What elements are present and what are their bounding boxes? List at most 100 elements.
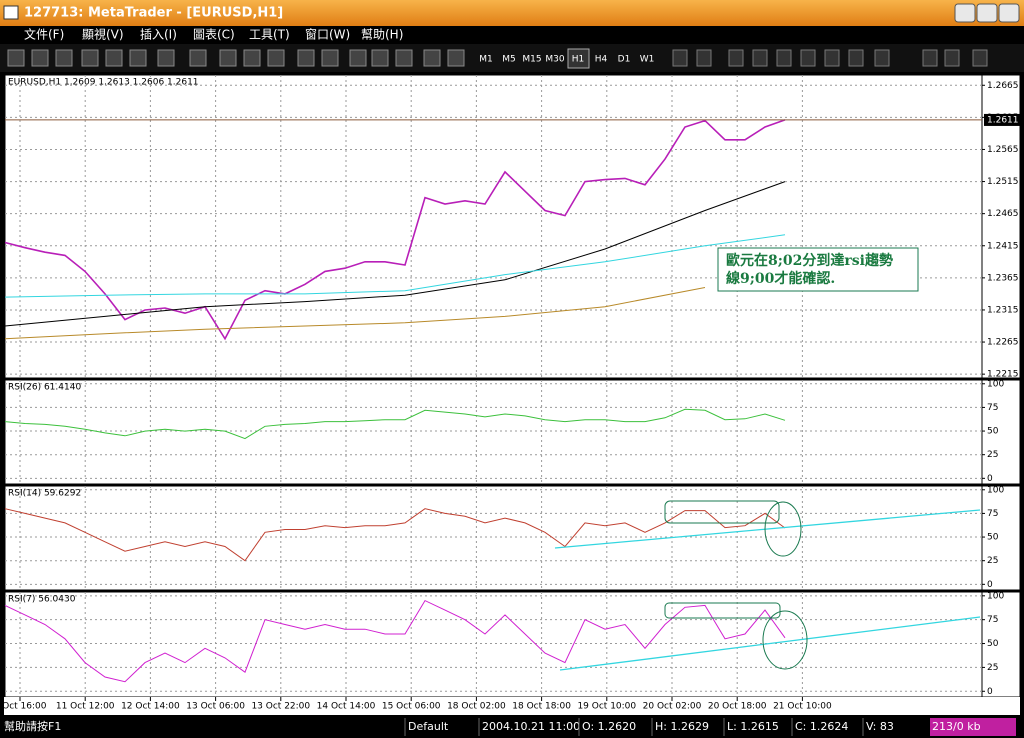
- y-tick-label: 25: [987, 663, 998, 673]
- toolbar-button[interactable]: [752, 49, 768, 67]
- timeframe-active: [567, 48, 590, 69]
- close-button[interactable]: [998, 3, 1020, 23]
- y-tick-label: 0: [987, 580, 993, 590]
- toolbar-button[interactable]: [7, 49, 25, 67]
- toolbar-button[interactable]: [129, 49, 147, 67]
- price-axis: [981, 485, 1021, 591]
- toolbar-button[interactable]: [944, 49, 960, 67]
- y-tick-label: 50: [987, 533, 999, 543]
- y-tick-label: 100: [987, 591, 1004, 601]
- toolbar-button[interactable]: [874, 49, 890, 67]
- x-tick-label: 18 Oct 18:00: [512, 702, 571, 712]
- y-tick-label: 1.2315: [987, 305, 1019, 315]
- y-tick-label: 0: [987, 474, 993, 484]
- x-tick-label: 13 Oct 06:00: [186, 702, 245, 712]
- pane-title: RSI(26) 61.4140: [8, 383, 81, 393]
- toolbar-button[interactable]: [423, 49, 441, 67]
- menu-item[interactable]: 插入(I): [140, 28, 177, 42]
- menu-item[interactable]: 圖表(C): [193, 28, 235, 42]
- y-tick-label: 25: [987, 556, 998, 566]
- x-tick-label: 14 Oct 14:00: [317, 702, 376, 712]
- chart-pane: [4, 74, 983, 379]
- menu-item[interactable]: 顯視(V): [82, 27, 124, 42]
- y-tick-label: 75: [987, 403, 998, 413]
- toolbar-button[interactable]: [922, 49, 938, 67]
- toolbar-button[interactable]: [824, 49, 840, 67]
- status-highlight: [930, 718, 1016, 736]
- trend-annotation: [664, 500, 780, 524]
- timeframe-button[interactable]: D1: [618, 55, 631, 65]
- timeframe-button[interactable]: M30: [545, 55, 564, 65]
- toolbar-button[interactable]: [81, 49, 99, 67]
- annotation-text: 線9;00才能確認.: [726, 270, 835, 287]
- menu-item[interactable]: 文件(F): [24, 27, 64, 42]
- toolbar-button[interactable]: [55, 49, 73, 67]
- timeframe-button[interactable]: M5: [502, 55, 516, 65]
- menu-item[interactable]: 幫助(H): [361, 27, 403, 42]
- toolbar-button[interactable]: [395, 49, 413, 67]
- current-price-box: [984, 113, 1020, 126]
- window-title: 127713: MetaTrader - [EURUSD,H1]: [24, 6, 283, 21]
- toolbar-button[interactable]: [105, 49, 123, 67]
- status-text: C: 1.2624: [795, 720, 848, 733]
- toolbar-button[interactable]: [31, 49, 49, 67]
- annotation-text: 歐元在8;02分到達rsi趨勢: [726, 252, 893, 269]
- timeframe-button[interactable]: W1: [640, 55, 655, 65]
- toolbar-button[interactable]: [800, 49, 816, 67]
- toolbar-button[interactable]: [219, 49, 237, 67]
- x-tick-label: 21 Oct 10:00: [773, 702, 832, 712]
- y-tick-label: 1.2515: [987, 177, 1019, 187]
- toolbar-button[interactable]: [447, 49, 465, 67]
- minimize-button[interactable]: [954, 3, 976, 23]
- menu-bar: [0, 26, 1024, 44]
- y-tick-label: 1.2215: [987, 370, 1019, 380]
- x-tick-label: 13 Oct 22:00: [251, 702, 310, 712]
- price-axis: [981, 379, 1021, 485]
- status-text: Default: [408, 720, 449, 733]
- trend-annotation: [554, 509, 981, 549]
- toolbar-button[interactable]: [848, 49, 864, 67]
- status-text: 2004.10.21 11:00: [482, 720, 580, 733]
- trend-annotation: [762, 610, 808, 670]
- timeframe-button[interactable]: H4: [595, 55, 608, 65]
- y-tick-label: 50: [987, 427, 999, 437]
- toolbar-button[interactable]: [696, 49, 712, 67]
- trend-annotation: [764, 501, 802, 557]
- y-tick-label: 1.2265: [987, 338, 1019, 348]
- y-tick-label: 1.2565: [987, 145, 1019, 155]
- toolbar-button[interactable]: [243, 49, 261, 67]
- toolbar-button[interactable]: [776, 49, 792, 67]
- y-tick-label: 75: [987, 615, 998, 625]
- trend-annotation: [664, 602, 781, 619]
- series-line: [4, 287, 706, 340]
- timeframe-button[interactable]: H1: [572, 55, 585, 65]
- y-tick-label: 1.2365: [987, 273, 1019, 283]
- menu-item[interactable]: 工具(T): [249, 28, 290, 42]
- chart-pane: [4, 591, 983, 698]
- toolbar-button[interactable]: [972, 49, 988, 67]
- status-text: V: 83: [866, 720, 894, 733]
- series-line: [4, 234, 786, 298]
- toolbar-button[interactable]: [267, 49, 285, 67]
- timeframe-button[interactable]: M1: [479, 55, 493, 65]
- app-icon: [3, 5, 19, 20]
- toolbar-button[interactable]: [321, 49, 339, 67]
- maximize-button[interactable]: [976, 3, 998, 23]
- y-tick-label: 25: [987, 450, 998, 460]
- x-tick-label: 19 Oct 10:00: [577, 702, 636, 712]
- series-line: [4, 181, 786, 327]
- toolbar-button[interactable]: [189, 49, 207, 67]
- toolbar-button[interactable]: [672, 49, 688, 67]
- timeframe-button[interactable]: M15: [522, 55, 541, 65]
- toolbar-button[interactable]: [157, 49, 175, 67]
- toolbar-button[interactable]: [297, 49, 315, 67]
- chart-pane: [4, 379, 983, 485]
- y-tick-label: 100: [987, 485, 1004, 495]
- y-tick-label: 1.2415: [987, 241, 1019, 251]
- toolbar-button[interactable]: [728, 49, 744, 67]
- y-tick-label: 1.2665: [987, 81, 1019, 91]
- menu-item[interactable]: 窗口(W): [305, 28, 350, 42]
- y-tick-label: 50: [987, 639, 999, 649]
- toolbar-button[interactable]: [371, 49, 389, 67]
- toolbar-button[interactable]: [349, 49, 367, 67]
